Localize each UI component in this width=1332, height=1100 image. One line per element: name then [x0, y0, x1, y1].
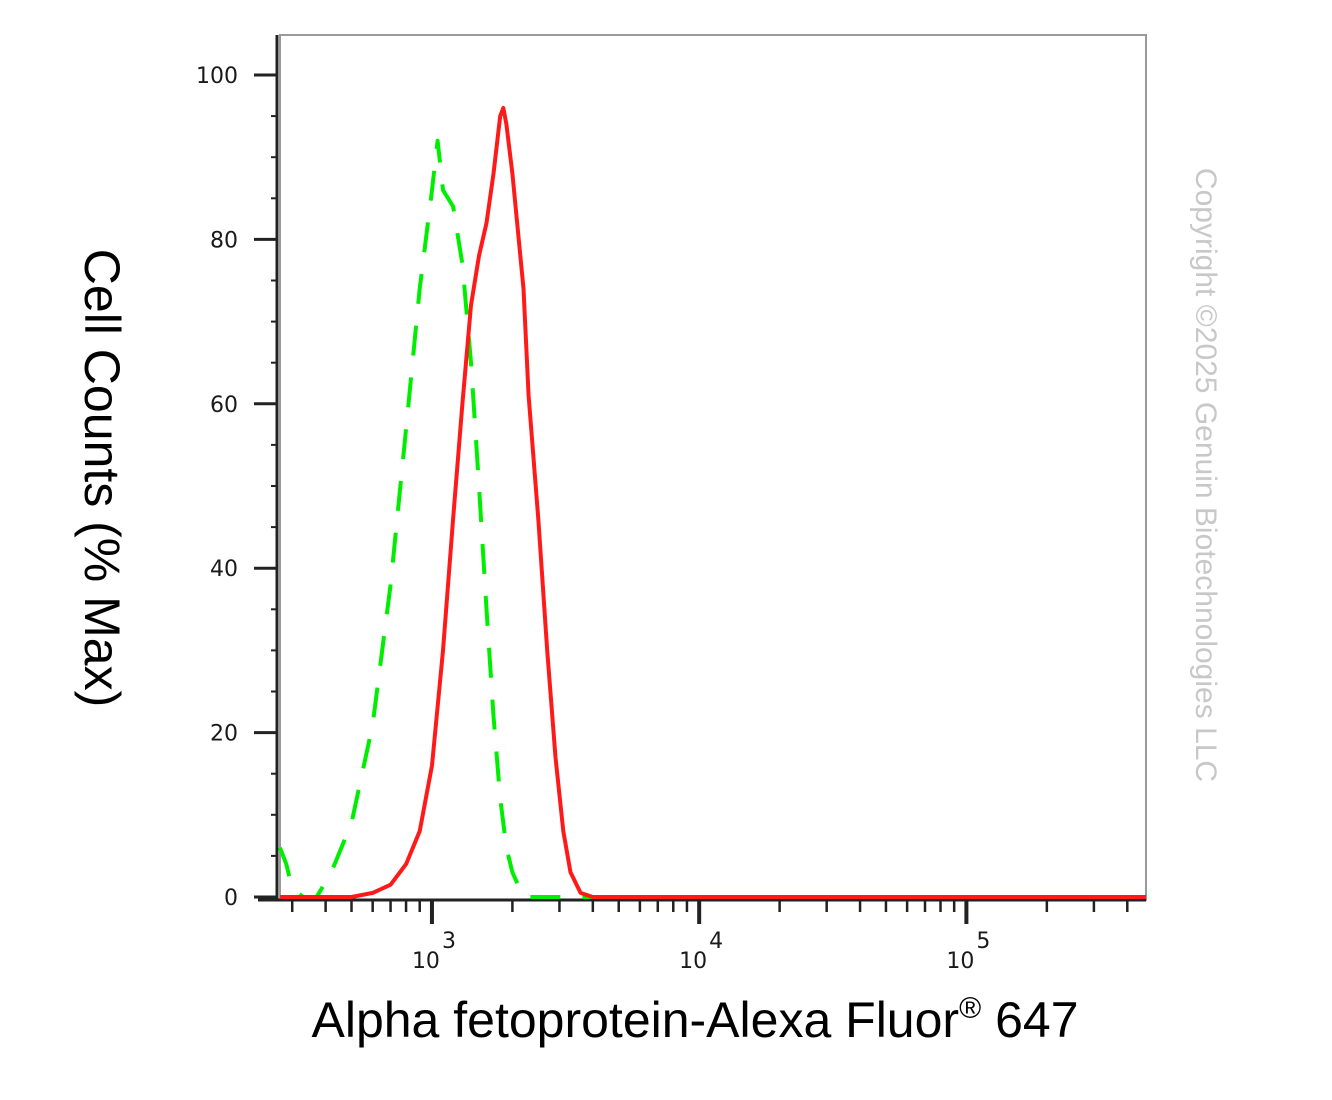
- y-tick-label: 20: [210, 722, 238, 747]
- x-tick-label: 10: [412, 949, 440, 974]
- x-tick-label: 10: [946, 949, 974, 974]
- x-axis-label: Alpha fetoprotein-Alexa Fluor® 647: [311, 992, 1078, 1048]
- y-tick-label: 0: [224, 886, 238, 911]
- x-axis-label-suffix: 647: [981, 992, 1078, 1048]
- copyright-watermark: Copyright ©2025 Genuin Biotechnologies L…: [1189, 168, 1222, 782]
- series-line-2: [280, 105, 1146, 899]
- y-tick-label: 40: [210, 557, 238, 582]
- series-line-1: [278, 138, 1146, 899]
- series-layer: [278, 105, 1146, 899]
- plot-frame: [279, 34, 1147, 901]
- y-tick-label: 100: [196, 64, 238, 89]
- y-tick-label: 60: [210, 393, 238, 418]
- y-axis: 0 20 40 60 80 100: [196, 35, 279, 911]
- x-axis-label-main: Alpha fetoprotein-Alexa Fluor: [311, 992, 959, 1048]
- y-tick-label: 80: [210, 228, 238, 253]
- x-tick-exponent: 4: [709, 929, 723, 954]
- x-tick-exponent: 3: [442, 929, 456, 954]
- x-axis-label-superscript: ®: [959, 992, 981, 1025]
- y-axis-label: Cell Counts (% Max): [74, 249, 130, 707]
- x-tick-exponent: 5: [976, 929, 990, 954]
- x-tick-label: 10: [679, 949, 707, 974]
